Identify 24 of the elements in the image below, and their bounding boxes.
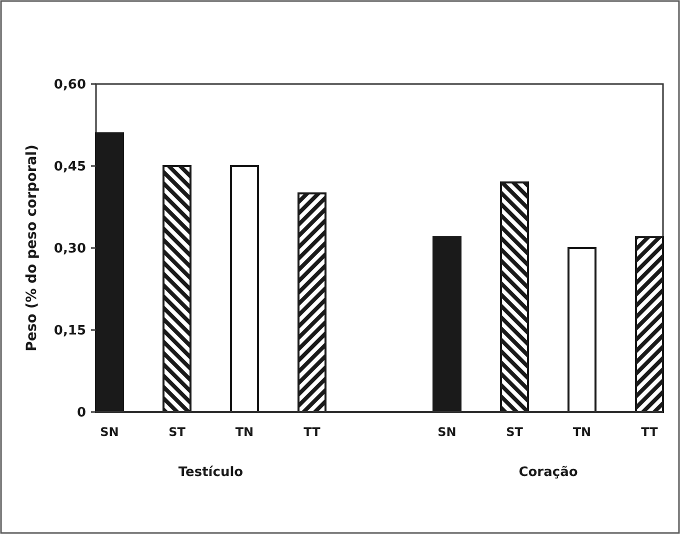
text: TT — [641, 425, 658, 439]
y-tick-label: 0,45 — [54, 160, 86, 175]
text: TN — [572, 425, 592, 439]
y-tick-label: 0,30 — [54, 242, 86, 257]
text: ST — [506, 425, 523, 439]
y-tick-label: 0,60 — [54, 78, 86, 93]
y-tick-label: 0,15 — [54, 324, 86, 339]
text: SN — [438, 425, 456, 439]
x-tick-label: Coração — [518, 465, 578, 480]
series-label: SN — [100, 425, 119, 439]
y-tick-label: 0 — [76, 406, 86, 421]
y-axis-title: Peso (% do peso corporal) — [24, 144, 40, 352]
bar — [500, 181, 529, 413]
series-label: TT — [304, 425, 322, 439]
bar — [635, 236, 664, 413]
bar — [230, 165, 259, 413]
bar — [432, 236, 462, 413]
bar — [298, 192, 326, 413]
bar — [162, 165, 192, 413]
series-label: ST — [168, 425, 186, 439]
x-tick-label: Testículo — [178, 465, 244, 480]
series-label: TN — [235, 425, 254, 439]
bar — [568, 247, 596, 413]
bar — [95, 132, 124, 413]
